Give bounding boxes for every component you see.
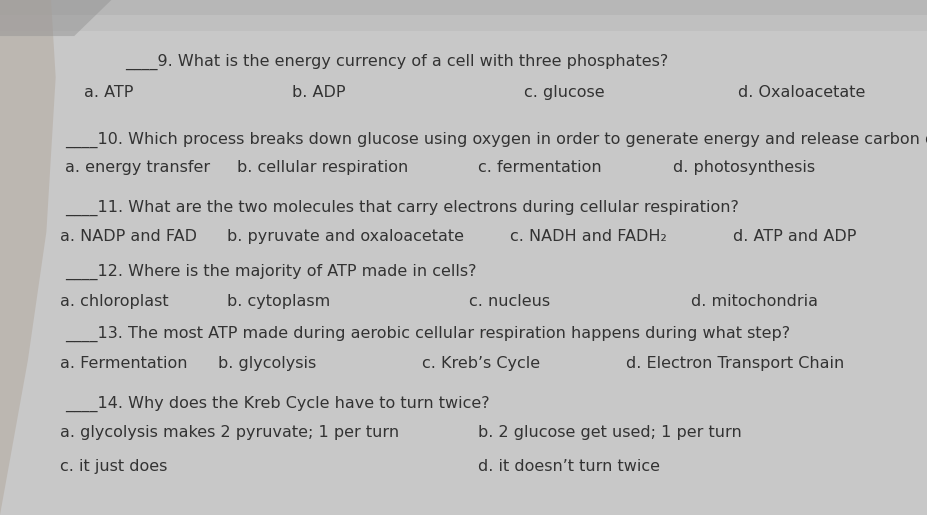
Text: c. nucleus: c. nucleus — [468, 294, 549, 308]
Text: d. it doesn’t turn twice: d. it doesn’t turn twice — [477, 459, 659, 474]
Text: c. glucose: c. glucose — [524, 85, 604, 100]
Text: a. ATP: a. ATP — [83, 85, 133, 100]
Text: b. cytoplasm: b. cytoplasm — [227, 294, 330, 308]
Text: ____13. The most ATP made during aerobic cellular respiration happens during wha: ____13. The most ATP made during aerobic… — [65, 325, 789, 341]
Text: c. fermentation: c. fermentation — [477, 160, 601, 175]
Text: d. Oxaloacetate: d. Oxaloacetate — [737, 85, 864, 100]
Text: b. ADP: b. ADP — [292, 85, 346, 100]
Text: ____11. What are the two molecules that carry electrons during cellular respirat: ____11. What are the two molecules that … — [65, 200, 738, 216]
Text: a. NADP and FAD: a. NADP and FAD — [60, 229, 197, 244]
Text: b. 2 glucose get used; 1 per turn: b. 2 glucose get used; 1 per turn — [477, 425, 741, 440]
Text: c. Kreb’s Cycle: c. Kreb’s Cycle — [422, 356, 540, 371]
Bar — [0, 15, 927, 31]
Text: ____10. Which process breaks down glucose using oxygen in order to generate ener: ____10. Which process breaks down glucos… — [65, 131, 927, 147]
Text: b. pyruvate and oxaloacetate: b. pyruvate and oxaloacetate — [227, 229, 464, 244]
Text: c. it just does: c. it just does — [60, 459, 168, 474]
Text: c. NADH and FADH₂: c. NADH and FADH₂ — [510, 229, 667, 244]
Text: d. ATP and ADP: d. ATP and ADP — [732, 229, 856, 244]
Text: a. glycolysis makes 2 pyruvate; 1 per turn: a. glycolysis makes 2 pyruvate; 1 per tu… — [60, 425, 399, 440]
Text: ____14. Why does the Kreb Cycle have to turn twice?: ____14. Why does the Kreb Cycle have to … — [65, 396, 489, 411]
Text: b. cellular respiration: b. cellular respiration — [236, 160, 408, 175]
Text: a. chloroplast: a. chloroplast — [60, 294, 169, 308]
Text: d. mitochondria: d. mitochondria — [691, 294, 818, 308]
Polygon shape — [0, 0, 56, 515]
Text: a. Fermentation: a. Fermentation — [60, 356, 187, 371]
Text: d. Electron Transport Chain: d. Electron Transport Chain — [626, 356, 844, 371]
Text: ____9. What is the energy currency of a cell with three phosphates?: ____9. What is the energy currency of a … — [125, 54, 667, 70]
Text: a. energy transfer: a. energy transfer — [65, 160, 210, 175]
Text: d. photosynthesis: d. photosynthesis — [672, 160, 814, 175]
Text: ____12. Where is the majority of ATP made in cells?: ____12. Where is the majority of ATP mad… — [65, 264, 476, 280]
Polygon shape — [0, 0, 111, 36]
Text: b. glycolysis: b. glycolysis — [218, 356, 316, 371]
Bar — [0, 0, 927, 15]
